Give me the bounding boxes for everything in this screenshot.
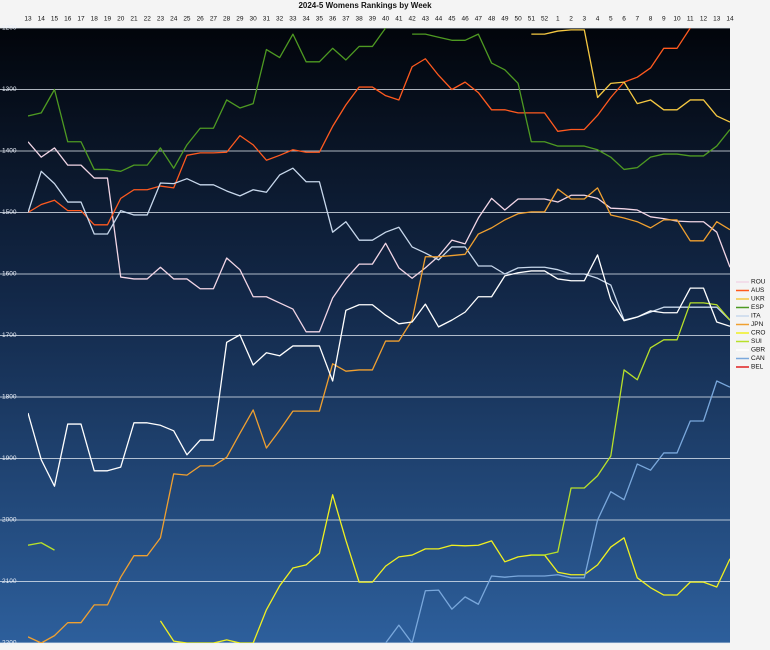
y-tick-label: 1500 — [2, 209, 17, 216]
x-tick-label: 38 — [356, 16, 364, 23]
x-tick-label: 10 — [673, 16, 681, 23]
x-tick-label: 21 — [130, 16, 138, 23]
x-tick-label: 42 — [408, 16, 416, 23]
x-tick-label: 33 — [289, 16, 297, 23]
legend-label: ITA — [751, 313, 761, 320]
x-tick-label: 40 — [382, 16, 390, 23]
x-tick-label: 35 — [316, 16, 324, 23]
x-tick-label: 2 — [569, 16, 573, 23]
x-tick-label: 15 — [51, 16, 59, 23]
x-tick-label: 26 — [197, 16, 205, 23]
y-tick-label: 1400 — [2, 148, 17, 155]
series-line — [28, 254, 730, 487]
x-tick-label: 12 — [700, 16, 708, 23]
series-line — [159, 494, 730, 643]
x-tick-label: 18 — [91, 16, 99, 23]
series-line — [28, 167, 730, 321]
x-tick-label: 8 — [649, 16, 653, 23]
x-tick-label: 46 — [461, 16, 469, 23]
y-tick-label: 2000 — [2, 517, 17, 524]
x-tick-label: 49 — [501, 16, 509, 23]
lines — [28, 28, 730, 643]
series-line — [531, 29, 730, 123]
x-tick-label: 16 — [64, 16, 72, 23]
x-tick-label: 37 — [342, 16, 350, 23]
labels: 1200 1300 1400 1500 1600 1700 1800 1900 2000 2100… — [2, 16, 766, 647]
legend-label: ROU — [751, 279, 766, 286]
y-tick-label: 1900 — [2, 455, 17, 462]
x-tick-label: 28 — [223, 16, 231, 23]
y-tick-label: 2100 — [2, 578, 17, 585]
x-tick-label: 3 — [582, 16, 586, 23]
legend-label: UKR — [751, 296, 765, 303]
y-tick-label: 1600 — [2, 271, 17, 278]
series-line — [28, 28, 730, 172]
x-tick-label: 5 — [609, 16, 613, 23]
x-tick-label: 32 — [276, 16, 284, 23]
x-tick-label: 23 — [157, 16, 165, 23]
series-line — [28, 302, 730, 556]
x-tick-label: 43 — [422, 16, 430, 23]
x-tick-label: 29 — [236, 16, 244, 23]
legend-label: CAN — [751, 355, 765, 362]
x-tick-label: 50 — [514, 16, 522, 23]
x-tick-label: 36 — [329, 16, 337, 23]
x-tick-label: 48 — [488, 16, 496, 23]
x-tick-label: 14 — [38, 16, 46, 23]
chart-title: 2024-5 Womens Rankings by Week — [298, 1, 432, 10]
legend-label: SUI — [751, 338, 762, 345]
x-tick-label: 13 — [713, 16, 721, 23]
y-tick-label: 1700 — [2, 332, 17, 339]
x-tick-label: 4 — [596, 16, 600, 23]
x-tick-label: 39 — [369, 16, 377, 23]
x-tick-label: 41 — [395, 16, 403, 23]
legend-label: AUS — [751, 287, 765, 294]
series-line — [385, 380, 730, 643]
x-tick-label: 24 — [170, 16, 178, 23]
x-tick-label: 44 — [435, 16, 443, 23]
legend-label: ESP — [751, 304, 764, 311]
x-tick-label: 47 — [475, 16, 483, 23]
x-tick-label: 13 — [24, 16, 32, 23]
legend-label: CRO — [751, 330, 765, 337]
x-tick-label: 27 — [210, 16, 218, 23]
series-line — [28, 141, 730, 333]
legend-label: GBR — [751, 347, 765, 354]
x-tick-label: 9 — [662, 16, 666, 23]
x-tick-label: 31 — [263, 16, 271, 23]
x-tick-label: 25 — [183, 16, 191, 23]
x-tick-label: 22 — [144, 16, 152, 23]
legend-label: BEL — [751, 364, 764, 371]
x-tick-label: 7 — [635, 16, 639, 23]
x-tick-label: 11 — [687, 16, 694, 23]
x-tick-label: 6 — [622, 16, 626, 23]
legend-label: JPN — [751, 321, 764, 328]
x-tick-label: 19 — [104, 16, 112, 23]
series-line — [28, 187, 730, 643]
series-line — [28, 28, 691, 226]
x-tick-label: 17 — [77, 16, 85, 23]
x-tick-label: 20 — [117, 16, 125, 23]
y-tick-label: 1800 — [2, 394, 17, 401]
x-tick-label: 51 — [528, 16, 536, 23]
x-tick-label: 34 — [303, 16, 311, 23]
y-tick-label: 2200 — [2, 640, 17, 647]
x-tick-label: 30 — [250, 16, 258, 23]
y-tick-label: 1200 — [2, 25, 17, 32]
y-tick-label: 1300 — [2, 86, 17, 93]
x-tick-label: 52 — [541, 16, 549, 23]
x-tick-label: 1 — [556, 16, 560, 23]
x-tick-label: 45 — [448, 16, 456, 23]
x-tick-label: 14 — [726, 16, 734, 23]
